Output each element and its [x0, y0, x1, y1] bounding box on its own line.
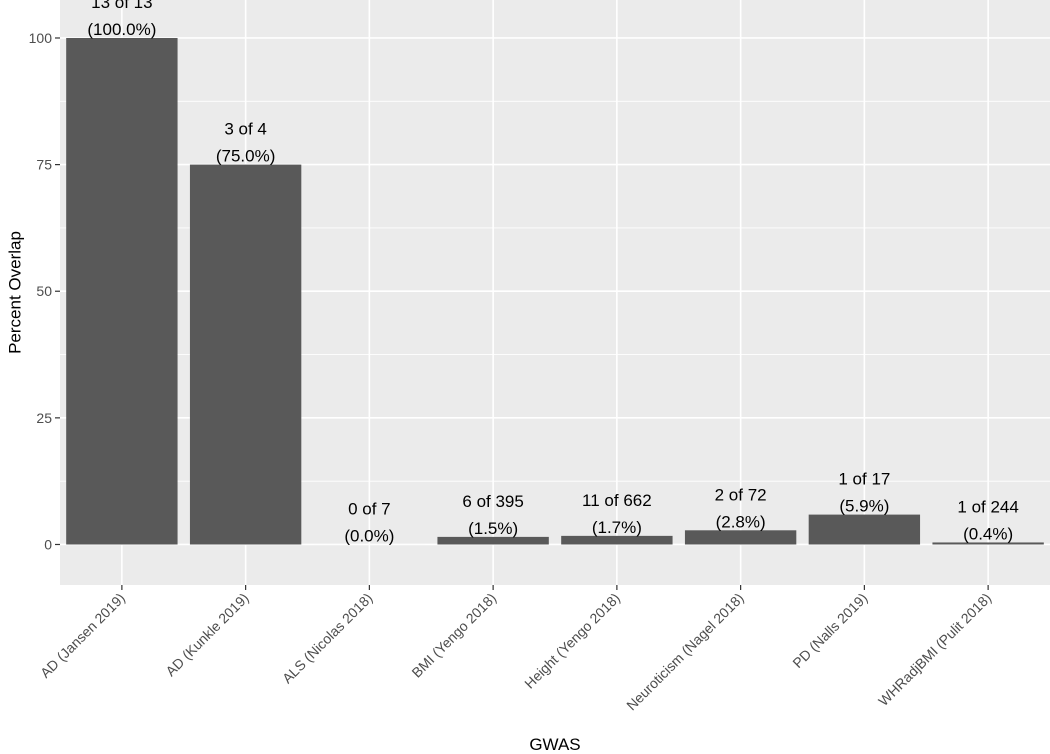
- bar-percent-label: (2.8%): [716, 512, 766, 531]
- bar-percent-label: (0.4%): [963, 524, 1013, 543]
- bar-count-label: 6 of 395: [462, 492, 523, 511]
- bar: [189, 164, 302, 545]
- x-tick-label: WHRadjBMI (Pulit 2018): [875, 590, 994, 709]
- bars: [66, 37, 1044, 545]
- bar: [684, 530, 797, 545]
- x-axis-title: GWAS: [529, 735, 580, 754]
- bar-count-label: 2 of 72: [715, 485, 767, 504]
- bar-percent-label: (75.0%): [216, 147, 276, 166]
- y-tick-label: 25: [36, 410, 52, 426]
- bar: [808, 514, 921, 545]
- bar-count-label: 3 of 4: [224, 120, 267, 139]
- bar: [932, 542, 1044, 545]
- y-tick-label: 0: [44, 536, 52, 552]
- bar-percent-label: (1.7%): [592, 518, 642, 537]
- y-axis-title: Percent Overlap: [5, 231, 24, 354]
- bar-count-label: 0 of 7: [348, 499, 391, 518]
- bar: [561, 535, 673, 545]
- y-tick-label: 50: [36, 283, 52, 299]
- bar-count-label: 11 of 662: [582, 491, 652, 510]
- bar-percent-label: (0.0%): [344, 526, 394, 545]
- y-axis: 0 25 50 75 100: [29, 30, 60, 552]
- bar-count-label: 1 of 17: [838, 470, 890, 489]
- x-tick-label: BMI (Yengo 2018): [408, 590, 499, 681]
- bar-count-label: 13 of 13: [91, 0, 152, 12]
- y-tick-label: 75: [36, 157, 52, 173]
- x-axis: AD (Jansen 2019) AD (Kunkle 2019) ALS (Nic…: [37, 585, 994, 713]
- y-tick-label: 100: [29, 30, 53, 46]
- x-tick-label: Height (Yengo 2018): [521, 590, 623, 692]
- bar-percent-label: (1.5%): [468, 519, 518, 538]
- x-tick-label: ALS (Nicolas 2018): [279, 590, 376, 687]
- bar-labels: 13 of 13 (100.0%) 3 of 4 (75.0%) 0 of 7 (0.0%…: [87, 0, 1018, 545]
- x-tick-label: AD (Jansen 2019): [37, 590, 128, 681]
- bar: [437, 536, 549, 545]
- bar: [66, 37, 178, 545]
- bar-percent-label: (5.9%): [839, 497, 889, 516]
- x-tick-label: PD (Nalls 2019): [789, 590, 870, 671]
- bar-percent-label: (100.0%): [87, 20, 156, 39]
- bar-count-label: 1 of 244: [957, 497, 1018, 516]
- x-tick-label: AD (Kunkle 2019): [162, 590, 251, 679]
- x-tick-label: Neuroticism (Nagel 2018): [623, 590, 747, 714]
